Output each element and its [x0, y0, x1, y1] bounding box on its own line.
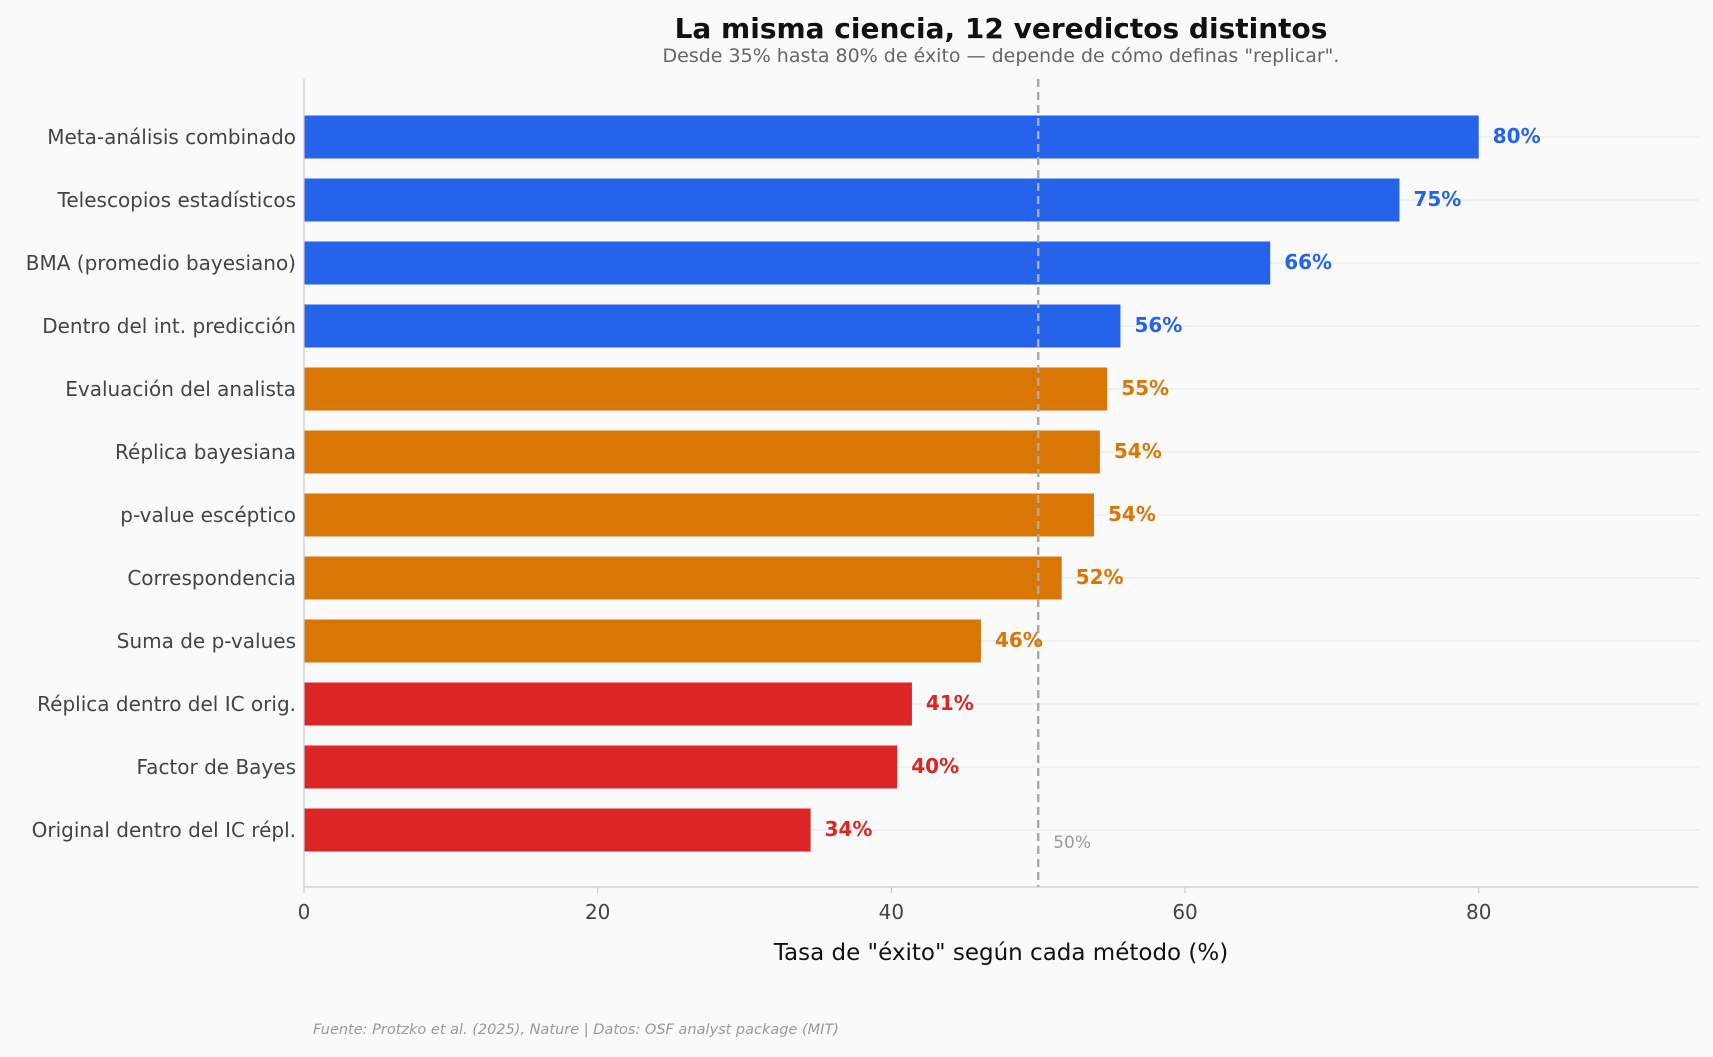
bar: [304, 808, 811, 852]
value-label: 75%: [1413, 187, 1461, 211]
labels-group: Meta-análisis combinado 80% Telescopios es…: [26, 124, 1541, 842]
value-label: 55%: [1121, 376, 1169, 400]
bar: [304, 241, 1271, 285]
category-label: Réplica bayesiana: [115, 440, 296, 464]
category-label: Suma de p-values: [117, 629, 296, 653]
bar: [304, 430, 1100, 474]
category-label: Telescopios estadísticos: [57, 188, 296, 212]
bar: [304, 493, 1095, 537]
reference-line-label: 50%: [1053, 833, 1091, 853]
value-label: 54%: [1108, 502, 1156, 526]
category-label: p-value escéptico: [120, 503, 296, 527]
category-label: Dentro del int. predicción: [42, 314, 296, 338]
category-label: Correspondencia: [127, 566, 296, 590]
category-label: Evaluación del analista: [65, 377, 296, 401]
value-label: 41%: [926, 691, 974, 715]
bar: [304, 367, 1108, 411]
value-label: 40%: [911, 754, 959, 778]
grid-lines: [304, 136, 1699, 831]
x-tick-label: 60: [1172, 900, 1197, 924]
bar: [304, 745, 898, 789]
value-label: 46%: [995, 628, 1043, 652]
category-label: Original dentro del IC répl.: [32, 818, 296, 842]
bar: [304, 556, 1062, 600]
chart-title: La misma ciencia, 12 veredictos distinto…: [675, 12, 1328, 45]
value-label: 52%: [1076, 565, 1124, 589]
bar: [304, 304, 1121, 348]
bar: [304, 115, 1479, 159]
bar: [304, 619, 981, 663]
bar: [304, 682, 912, 726]
axes-group: 0 20 40 60 80: [298, 79, 1699, 924]
chart-subtitle: Desde 35% hasta 80% de éxito — depende d…: [663, 45, 1340, 67]
reference-line-group: 50%: [1036, 79, 1091, 887]
value-label: 80%: [1493, 124, 1541, 148]
category-label: Factor de Bayes: [137, 755, 296, 779]
x-tick-label: 80: [1466, 900, 1491, 924]
x-axis-label: Tasa de "éxito" según cada método (%): [773, 940, 1228, 966]
value-label: 66%: [1284, 250, 1332, 274]
bar: [304, 178, 1400, 222]
x-tick-label: 40: [879, 900, 904, 924]
x-tick-label: 0: [298, 900, 311, 924]
x-tick-label: 20: [585, 900, 610, 924]
value-label: 54%: [1114, 439, 1162, 463]
category-label: BMA (promedio bayesiano): [26, 251, 296, 275]
value-label: 34%: [825, 817, 873, 841]
bars-group: [304, 115, 1479, 852]
category-label: Réplica dentro del IC orig.: [37, 692, 296, 716]
source-footnote: Fuente: Protzko et al. (2025), Nature | …: [313, 1022, 839, 1038]
category-label: Meta-análisis combinado: [47, 125, 296, 149]
value-label: 56%: [1134, 313, 1182, 337]
